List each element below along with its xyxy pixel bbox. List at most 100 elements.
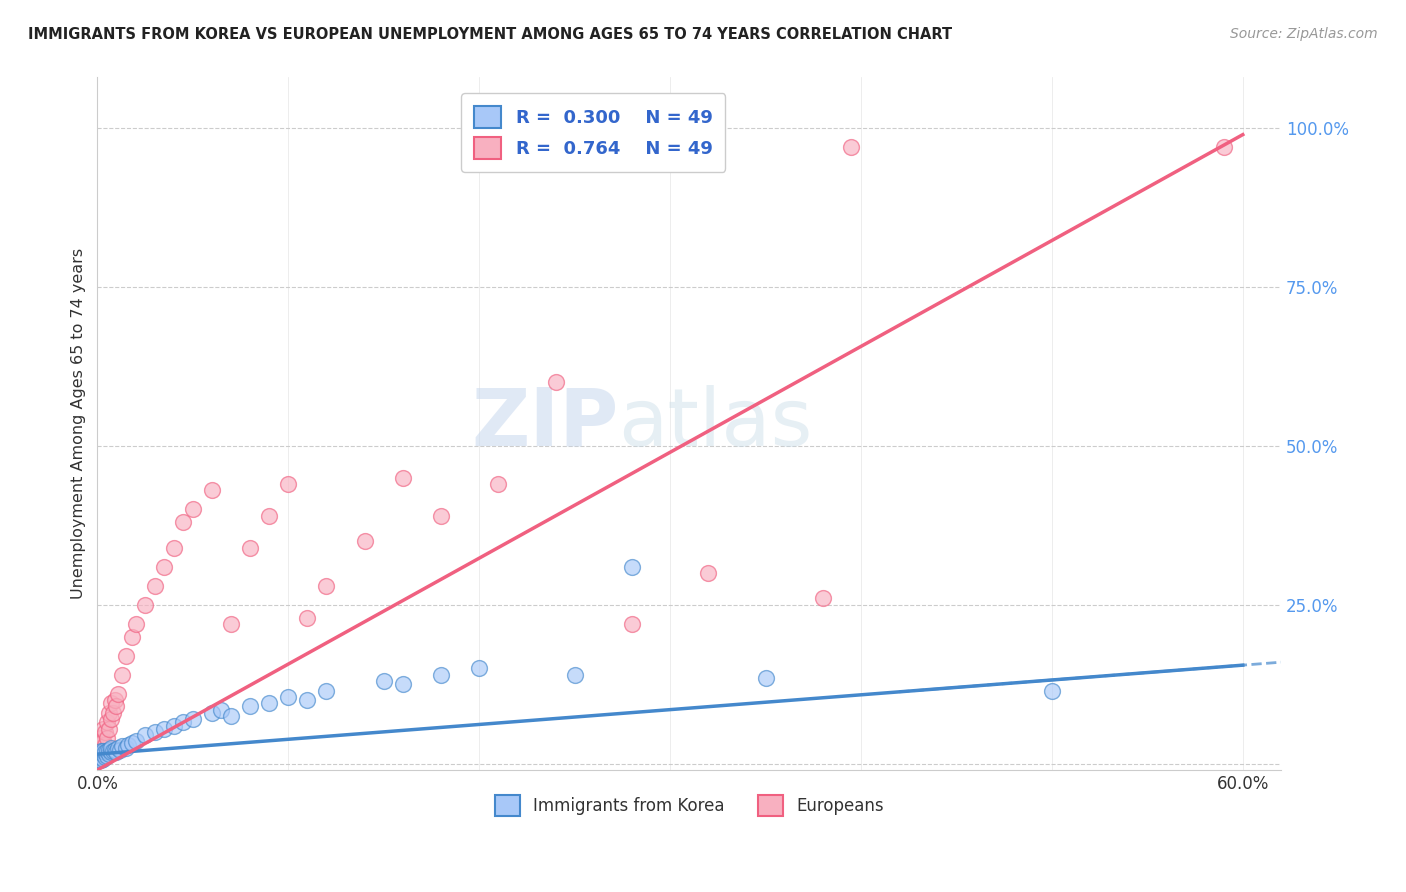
Point xyxy=(97,742,120,756)
Text: atlas: atlas xyxy=(619,384,813,463)
Point xyxy=(297,610,319,624)
Point xyxy=(94,724,117,739)
Point xyxy=(257,696,280,710)
Point xyxy=(124,616,146,631)
Point xyxy=(219,709,242,723)
Point xyxy=(111,739,134,753)
Point xyxy=(277,477,299,491)
Point xyxy=(103,693,125,707)
Point xyxy=(153,559,176,574)
Point xyxy=(90,754,112,768)
Point xyxy=(94,750,117,764)
Point xyxy=(89,750,111,764)
Point xyxy=(89,744,111,758)
Point xyxy=(91,744,114,758)
Point xyxy=(101,706,124,720)
Point xyxy=(91,747,114,761)
Point xyxy=(172,515,194,529)
Point xyxy=(107,740,129,755)
Point xyxy=(96,744,118,758)
Point xyxy=(841,140,863,154)
Point xyxy=(94,745,117,759)
Point xyxy=(163,718,186,732)
Point xyxy=(754,671,776,685)
Point xyxy=(89,750,111,764)
Point xyxy=(107,687,129,701)
Point xyxy=(257,508,280,523)
Point xyxy=(100,740,122,755)
Point xyxy=(90,744,112,758)
Point xyxy=(468,661,491,675)
Point xyxy=(277,690,299,704)
Point xyxy=(100,745,122,759)
Text: Source: ZipAtlas.com: Source: ZipAtlas.com xyxy=(1230,27,1378,41)
Point xyxy=(172,715,194,730)
Point xyxy=(100,712,122,726)
Point xyxy=(97,722,120,736)
Point xyxy=(89,747,111,761)
Point xyxy=(96,749,118,764)
Point xyxy=(96,715,118,730)
Point xyxy=(90,750,112,764)
Point xyxy=(110,742,132,756)
Point xyxy=(219,616,242,631)
Point xyxy=(117,738,139,752)
Point xyxy=(90,747,112,761)
Y-axis label: Unemployment Among Ages 65 to 74 years: Unemployment Among Ages 65 to 74 years xyxy=(72,248,86,599)
Point xyxy=(89,754,111,768)
Point xyxy=(91,751,114,765)
Point xyxy=(100,696,122,710)
Point xyxy=(111,667,134,681)
Point xyxy=(430,667,453,681)
Point xyxy=(181,502,204,516)
Point xyxy=(134,598,156,612)
Point xyxy=(811,591,834,606)
Point xyxy=(1212,140,1234,154)
Point xyxy=(239,541,262,555)
Point xyxy=(91,734,114,748)
Point xyxy=(97,747,120,761)
Text: ZIP: ZIP xyxy=(471,384,619,463)
Point xyxy=(105,699,128,714)
Point xyxy=(391,471,413,485)
Point xyxy=(124,734,146,748)
Point xyxy=(315,683,337,698)
Point xyxy=(97,706,120,720)
Legend: Immigrants from Korea, Europeans: Immigrants from Korea, Europeans xyxy=(486,787,891,824)
Point xyxy=(105,745,128,759)
Point xyxy=(1040,683,1063,698)
Point xyxy=(544,376,567,390)
Point xyxy=(94,738,117,752)
Point xyxy=(121,630,143,644)
Point xyxy=(373,674,395,689)
Point xyxy=(91,722,114,736)
Point xyxy=(90,740,112,755)
Point xyxy=(121,736,143,750)
Point xyxy=(620,559,643,574)
Point xyxy=(163,541,186,555)
Point xyxy=(564,667,586,681)
Point xyxy=(96,731,118,746)
Point xyxy=(90,731,112,746)
Text: IMMIGRANTS FROM KOREA VS EUROPEAN UNEMPLOYMENT AMONG AGES 65 TO 74 YEARS CORRELA: IMMIGRANTS FROM KOREA VS EUROPEAN UNEMPL… xyxy=(28,27,952,42)
Point xyxy=(209,703,232,717)
Point xyxy=(353,534,375,549)
Point xyxy=(115,740,138,755)
Point xyxy=(103,742,125,756)
Point xyxy=(181,712,204,726)
Point xyxy=(697,566,720,580)
Point xyxy=(239,699,262,714)
Point xyxy=(201,483,224,498)
Point xyxy=(430,508,453,523)
Point xyxy=(89,738,111,752)
Point xyxy=(153,722,176,736)
Point xyxy=(143,724,166,739)
Point xyxy=(486,477,509,491)
Point xyxy=(101,744,124,758)
Point xyxy=(143,579,166,593)
Point xyxy=(315,579,337,593)
Point xyxy=(201,706,224,720)
Point xyxy=(620,616,643,631)
Point xyxy=(115,648,138,663)
Point xyxy=(297,693,319,707)
